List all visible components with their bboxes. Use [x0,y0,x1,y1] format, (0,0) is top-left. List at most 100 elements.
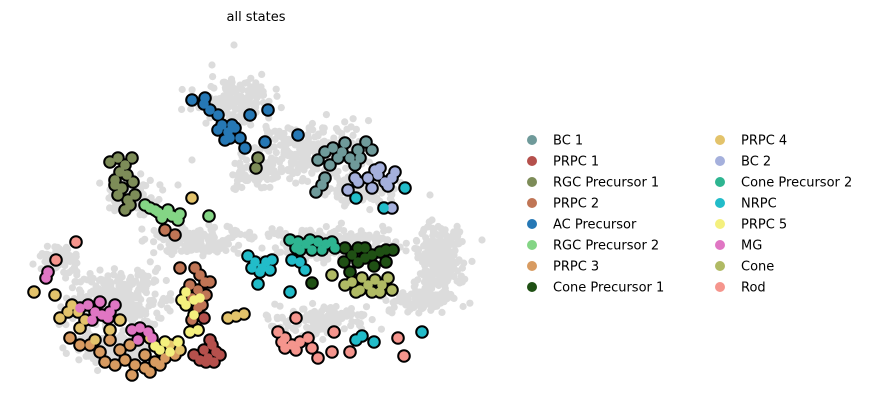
background-point [335,186,343,194]
background-point [244,87,252,95]
data-point-prpc-4 [231,311,241,321]
background-point [104,290,112,298]
background-point [306,226,314,234]
background-point [382,296,390,304]
legend-item-prpc-3: PRPC 3 [527,260,599,275]
legend-marker [715,261,725,271]
data-point-prpc-3 [75,340,85,350]
background-point [345,309,353,317]
background-point [204,243,212,251]
data-point-rgc-precursor-1 [253,153,263,163]
background-point [406,305,414,314]
background-point [234,230,243,238]
background-point [319,320,327,328]
data-point-cone-precursor-1 [388,245,398,255]
background-point [416,301,424,309]
background-point [237,165,246,173]
background-point [273,313,281,321]
legend-item-prpc-1: PRPC 1 [527,155,599,170]
background-point [307,309,315,318]
background-point [178,105,186,113]
background-point [434,296,442,304]
background-point [60,268,68,276]
background-point [72,278,80,286]
data-point-cone [387,285,397,295]
data-point-rgc-precursor-2 [175,209,185,219]
background-point [188,86,196,94]
data-point-cone [327,270,337,280]
data-point-prpc-1 [205,335,215,345]
background-point [412,295,420,303]
data-point-prpc-3 [155,360,165,370]
legend-label: Cone [741,260,774,275]
data-point-cone-precursor-2 [285,235,295,245]
background-point [116,273,124,281]
data-point-cone-precursor-1 [347,250,357,260]
background-point [167,296,175,304]
background-point [330,134,338,142]
data-point-cone-precursor-1 [360,243,370,253]
background-point [166,239,174,247]
data-point-rgc-precursor-1 [120,160,130,170]
background-point [264,230,272,238]
background-point [207,237,215,245]
data-point-prpc-5 [160,337,170,347]
data-point-prpc-3 [120,355,130,365]
legend-label: PRPC 4 [741,134,787,149]
data-point-bc-1 [340,138,350,148]
data-point-cone [370,275,380,285]
data-point-cone-precursor-1 [307,278,317,288]
data-point-prpc-2 [185,280,195,290]
background-point [202,119,210,127]
background-point [468,257,476,265]
background-point [342,164,350,172]
data-point-nrpc [255,267,265,277]
background-point [129,280,137,288]
legend-item-cone: Cone [715,260,774,275]
background-point [230,185,238,193]
background-point [298,177,306,185]
data-point-prpc-2 [205,277,215,287]
background-point [434,231,442,239]
legend-label: RGC Precursor 2 [553,239,659,254]
data-point-rgc-precursor-2 [163,205,173,215]
data-point-rgc-precursor-1 [251,163,261,173]
background-point [389,298,397,306]
background-point [114,288,123,296]
legend-item-prpc-5: PRPC 5 [715,218,787,233]
background-point [68,284,76,292]
background-point [151,290,159,298]
background-point [478,236,486,244]
data-point-prpc-2 [195,270,205,280]
background-point [62,274,70,282]
background-point [135,285,143,294]
background-point [242,94,250,102]
data-point-cone-precursor-1 [340,243,350,253]
background-point [170,247,178,255]
background-point [212,95,220,103]
data-point-prpc-1 [209,357,219,367]
background-point [149,297,158,305]
background-point [421,301,430,309]
data-point-bc-2 [363,173,373,183]
background-point [251,99,259,107]
data-point-prpc-5 [173,337,183,347]
background-point [104,272,112,280]
background-point [139,181,147,189]
data-point-bc-2 [370,165,380,175]
background-point [332,309,340,317]
background-point [338,196,346,204]
background-point [428,285,436,293]
background-point [341,118,349,126]
background-point [338,314,346,323]
background-point [305,125,313,133]
legend-item-ac-precursor: AC Precursor [527,218,637,233]
point-fills [29,93,427,380]
data-point-prpc-3 [145,367,155,377]
background-point [426,251,434,259]
data-point-prpc-3 [95,347,105,357]
data-point-prpc-5 [150,341,160,351]
data-point-cone-precursor-1 [339,257,349,267]
data-point-nrpc [285,287,295,297]
data-point-cone [363,280,373,290]
